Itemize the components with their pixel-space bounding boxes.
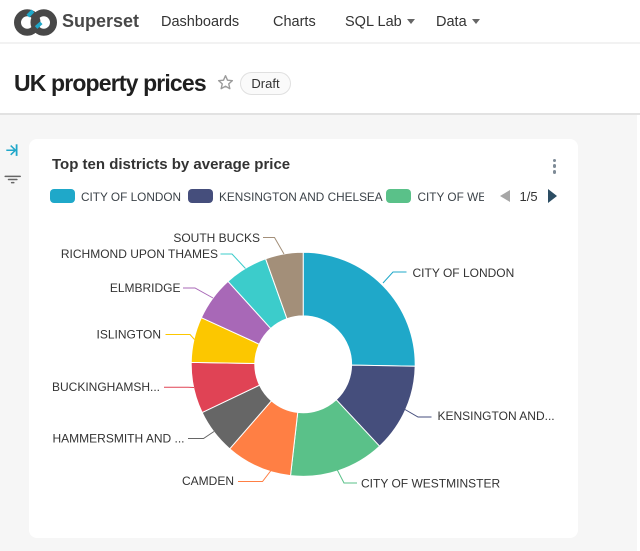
- svg-text:CAMDEN: CAMDEN: [182, 474, 234, 488]
- svg-text:ELMBRIDGE: ELMBRIDGE: [110, 281, 181, 295]
- svg-text:CITY OF LONDON: CITY OF LONDON: [413, 266, 515, 280]
- svg-text:BUCKINGHAMSH...: BUCKINGHAMSH...: [52, 380, 160, 394]
- svg-text:KENSINGTON AND...: KENSINGTON AND...: [438, 409, 555, 423]
- svg-text:SOUTH BUCKS: SOUTH BUCKS: [173, 231, 260, 245]
- svg-text:HAMMERSMITH AND ...: HAMMERSMITH AND ...: [52, 432, 184, 446]
- svg-text:CITY OF WESTMINSTER: CITY OF WESTMINSTER: [361, 477, 500, 491]
- svg-text:RICHMOND UPON THAMES: RICHMOND UPON THAMES: [61, 247, 218, 261]
- svg-text:ISLINGTON: ISLINGTON: [97, 328, 161, 342]
